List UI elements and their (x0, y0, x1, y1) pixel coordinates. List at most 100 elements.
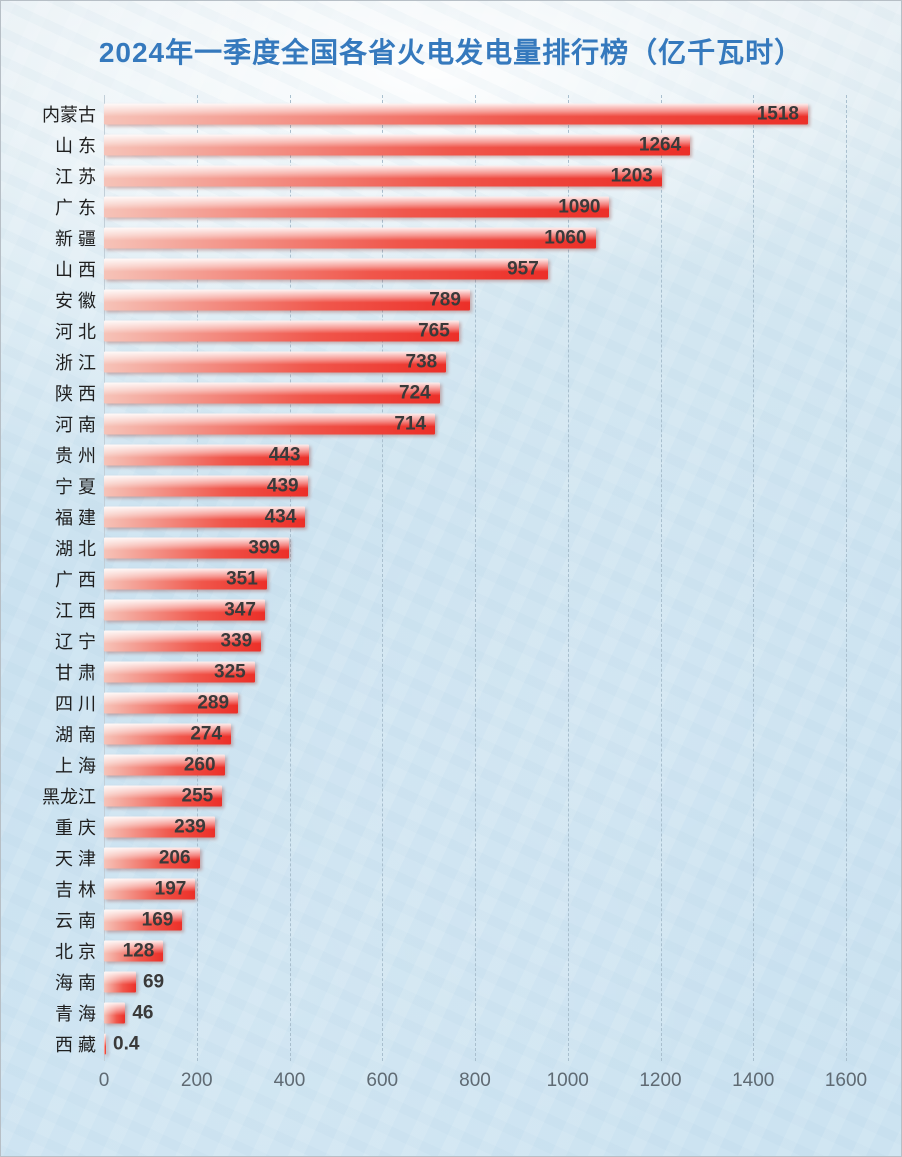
category-label: 广 西 (54, 570, 96, 590)
bar-row: 765 (104, 320, 846, 342)
bar (104, 103, 808, 125)
bar-row: 339 (104, 630, 846, 652)
bar (104, 289, 470, 311)
bar-value-label: 169 (141, 909, 174, 931)
bar-value-label: 289 (197, 692, 230, 714)
category-label: 广 东 (54, 198, 96, 218)
bar (104, 537, 290, 559)
bar-value-label: 434 (264, 506, 297, 528)
bar-row: 274 (104, 723, 846, 745)
bar (104, 382, 440, 404)
bar-value-label: 325 (214, 661, 246, 683)
bar-value-label: 789 (429, 289, 461, 311)
bar-row: 443 (104, 444, 846, 466)
bar-row: 69 (104, 971, 846, 993)
bar-row: 0.4 (104, 1033, 846, 1055)
category-label: 安 徽 (54, 291, 96, 311)
bar (104, 785, 223, 807)
category-label: 山 西 (54, 260, 96, 280)
bar (104, 816, 215, 838)
bar (104, 630, 262, 652)
bar-value-label: 957 (507, 258, 539, 280)
category-label: 新 疆 (54, 229, 96, 249)
bar (104, 661, 255, 683)
x-tick-label: 800 (459, 1070, 491, 1091)
bar-row: 260 (104, 754, 846, 776)
bar (104, 568, 267, 590)
bar (104, 754, 225, 776)
bar-value-label: 724 (399, 382, 431, 404)
category-label: 上 海 (54, 756, 96, 776)
bar-row: 1203 (104, 165, 846, 187)
bar (104, 878, 196, 900)
bar-value-label: 439 (266, 475, 299, 497)
category-label: 江 西 (54, 601, 96, 621)
x-tick-label: 1200 (639, 1070, 682, 1091)
x-tick-label: 1600 (824, 1070, 868, 1091)
chart-title: 2024年一季度全国各省火电发电量排行榜（亿千瓦时） (98, 37, 804, 68)
category-label: 河 北 (54, 322, 96, 342)
bar-row: 439 (104, 475, 846, 497)
bar-row: 714 (104, 413, 846, 435)
bar (104, 351, 447, 373)
gridline (753, 95, 755, 1061)
x-tick-label: 1400 (732, 1070, 775, 1091)
category-label: 湖 南 (54, 725, 96, 745)
category-label: 内蒙古 (42, 105, 96, 125)
bar (104, 940, 164, 962)
bar (104, 196, 610, 218)
bar-value-label: 255 (181, 785, 214, 807)
bar-value-label: 260 (183, 754, 216, 776)
bar (104, 692, 239, 714)
bar-value-label: 0.4 (113, 1033, 140, 1055)
bar-row: 239 (104, 816, 846, 838)
category-label: 山 东 (54, 136, 96, 156)
bar (104, 723, 232, 745)
category-label: 浙 江 (54, 353, 96, 373)
bar (104, 599, 265, 621)
x-tick-label: 400 (273, 1070, 306, 1091)
gridline (567, 95, 569, 1061)
category-label: 陕 西 (54, 384, 96, 404)
bar-row: 206 (104, 847, 846, 869)
bar-value-label: 274 (190, 723, 223, 745)
bar-row: 169 (104, 909, 846, 931)
bar (104, 1002, 126, 1024)
bar-value-label: 1203 (610, 165, 653, 187)
bar-row: 1060 (104, 227, 846, 249)
category-label: 海 南 (54, 973, 96, 993)
bar-value-label: 206 (158, 847, 191, 869)
bar-row: 1090 (104, 196, 846, 218)
bar-value-label: 1518 (756, 103, 799, 125)
category-label: 四 川 (54, 694, 96, 714)
bar (104, 320, 459, 342)
category-label: 黑龙江 (42, 787, 96, 807)
bar-row: 128 (104, 940, 846, 962)
bar-row: 347 (104, 599, 846, 621)
bar-row: 738 (104, 351, 846, 373)
gridline (289, 95, 291, 1061)
bar-row: 724 (104, 382, 846, 404)
bar-value-label: 1060 (544, 227, 587, 249)
bar-value-label: 46 (132, 1002, 154, 1024)
bar-row: 789 (104, 289, 846, 311)
bar (104, 134, 691, 156)
bar (104, 413, 436, 435)
bar-value-label: 239 (174, 816, 206, 838)
bar-row: 351 (104, 568, 846, 590)
x-tick-label: 1000 (546, 1070, 589, 1091)
category-label: 河 南 (54, 415, 96, 435)
category-label: 西 藏 (54, 1035, 96, 1055)
category-label: 辽 宁 (54, 632, 96, 652)
bar-row: 1264 (104, 134, 846, 156)
bar (104, 506, 306, 528)
bar-row: 255 (104, 785, 846, 807)
bar (104, 475, 308, 497)
category-label: 江 苏 (54, 167, 96, 187)
bar-value-label: 399 (248, 537, 281, 559)
category-label: 青 海 (54, 1004, 96, 1024)
bar (104, 227, 596, 249)
bar-row: 325 (104, 661, 846, 683)
category-label: 吉 林 (54, 880, 96, 900)
